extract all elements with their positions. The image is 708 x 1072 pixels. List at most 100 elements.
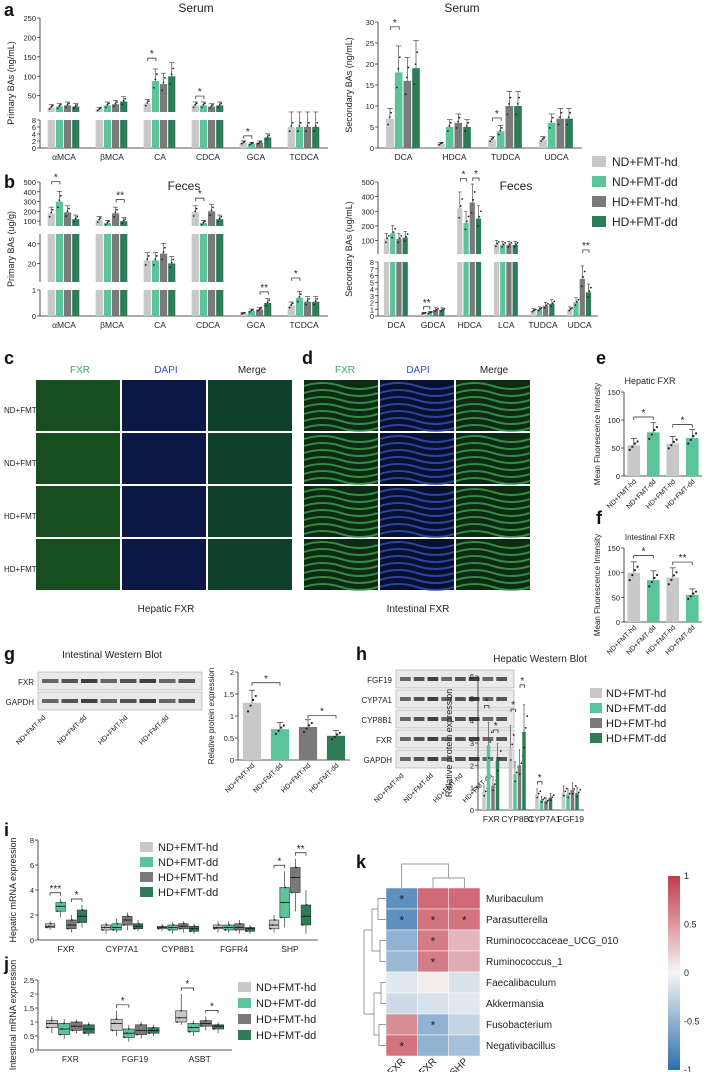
x-tick-label: CDCA [196,320,220,330]
colorbar-tick-label: -1 [684,1065,692,1072]
significance-bracket [492,117,502,121]
data-point [81,909,84,911]
heatmap-cell [448,887,481,910]
legend-label: ND+FMT-hd [158,842,218,854]
data-point [667,583,670,586]
bar [570,789,575,810]
tissue-tint [208,433,292,484]
bar [390,233,396,254]
data-point [115,1018,118,1021]
significance-label: * [495,109,499,120]
x-tick-label: TUDCA [491,152,521,162]
data-point [106,221,109,224]
data-point [497,133,500,136]
heatmap-row-label: Faecalibaculum [486,978,556,989]
significance-bracket [294,852,307,856]
y-tick-label: 10 [366,102,374,111]
blot-band [178,699,195,703]
chart-a2: 0 5 10 15 20 25 30 Secondary BAs (ng/mL) DCA HDCA… [344,18,582,162]
legend-label: HD+FMT-dd [256,1030,316,1042]
significance-bracket [147,57,157,62]
scale-bar-d: 200μm [516,592,534,598]
panel-letter-a: a [4,0,15,20]
data-point [424,311,427,314]
tissue-fold [303,410,379,418]
x-tick-label: HD+FMT-dd [308,762,340,794]
data-point [435,308,438,311]
data-point [448,125,451,127]
bar [112,104,120,112]
significance-bracket [180,987,194,991]
data-point [193,925,196,928]
bar [394,72,403,148]
data-point [242,141,245,144]
data-point [71,1029,74,1032]
data-point [249,704,252,707]
bar [295,297,303,316]
bar [567,309,573,316]
data-point [387,234,390,237]
data-point [220,102,223,105]
data-point [99,107,102,110]
data-point [56,910,59,913]
tissue-fold [303,435,379,443]
data-point [633,569,637,572]
data-point [567,796,570,799]
data-point [48,107,51,110]
bar [539,799,544,810]
bar [72,120,80,148]
bar [151,290,159,316]
x-tick-label: GDCA [421,320,446,330]
data-point [496,769,499,772]
tissue-fold [303,463,379,471]
data-point [228,924,231,926]
data-point [397,241,400,244]
data-point [251,142,254,144]
bar [264,137,272,148]
x-tick-label: FXR [58,944,75,954]
bar [495,760,500,810]
x-tick-label: CYP8B1 [162,944,195,954]
data-point [501,246,503,248]
data-point [313,303,316,306]
heatmap-cell [417,887,449,910]
data-point [303,915,306,918]
data-point [49,922,52,925]
bar [216,219,224,226]
x-tick-label: CYP8B1 [501,814,534,824]
legend-i: ND+FMT-hd ND+FMT-dd HD+FMT-hd HD+FMT-dd [140,842,218,899]
tissue-fold [379,523,455,531]
y-tick-label: 6 [370,272,374,281]
blot-band [42,699,59,703]
bar [55,201,63,226]
data-point [390,111,393,114]
legend-label: HD+FMT-dd [606,733,666,745]
data-point [397,67,400,70]
bar [168,120,176,148]
data-point [133,927,136,930]
y-tick-label: 50 [612,593,620,602]
blot-band [427,677,439,681]
data-point [140,1023,142,1026]
data-point [251,308,254,311]
data-point [298,295,301,298]
bar [488,139,496,148]
data-point [648,585,651,588]
data-point [169,83,172,85]
data-point [655,425,659,429]
data-point [557,123,560,126]
bar [549,303,555,316]
bar [199,105,207,112]
data-point [694,432,698,435]
data-point [533,309,535,312]
tissue-tint [36,380,120,431]
data-point [509,96,512,99]
data-point [395,86,398,89]
blot-band [159,679,176,683]
data-point [282,724,285,727]
data-point [443,307,446,310]
tissue-fold [455,463,531,471]
significance-label: * [210,1001,214,1012]
data-point [217,924,220,926]
